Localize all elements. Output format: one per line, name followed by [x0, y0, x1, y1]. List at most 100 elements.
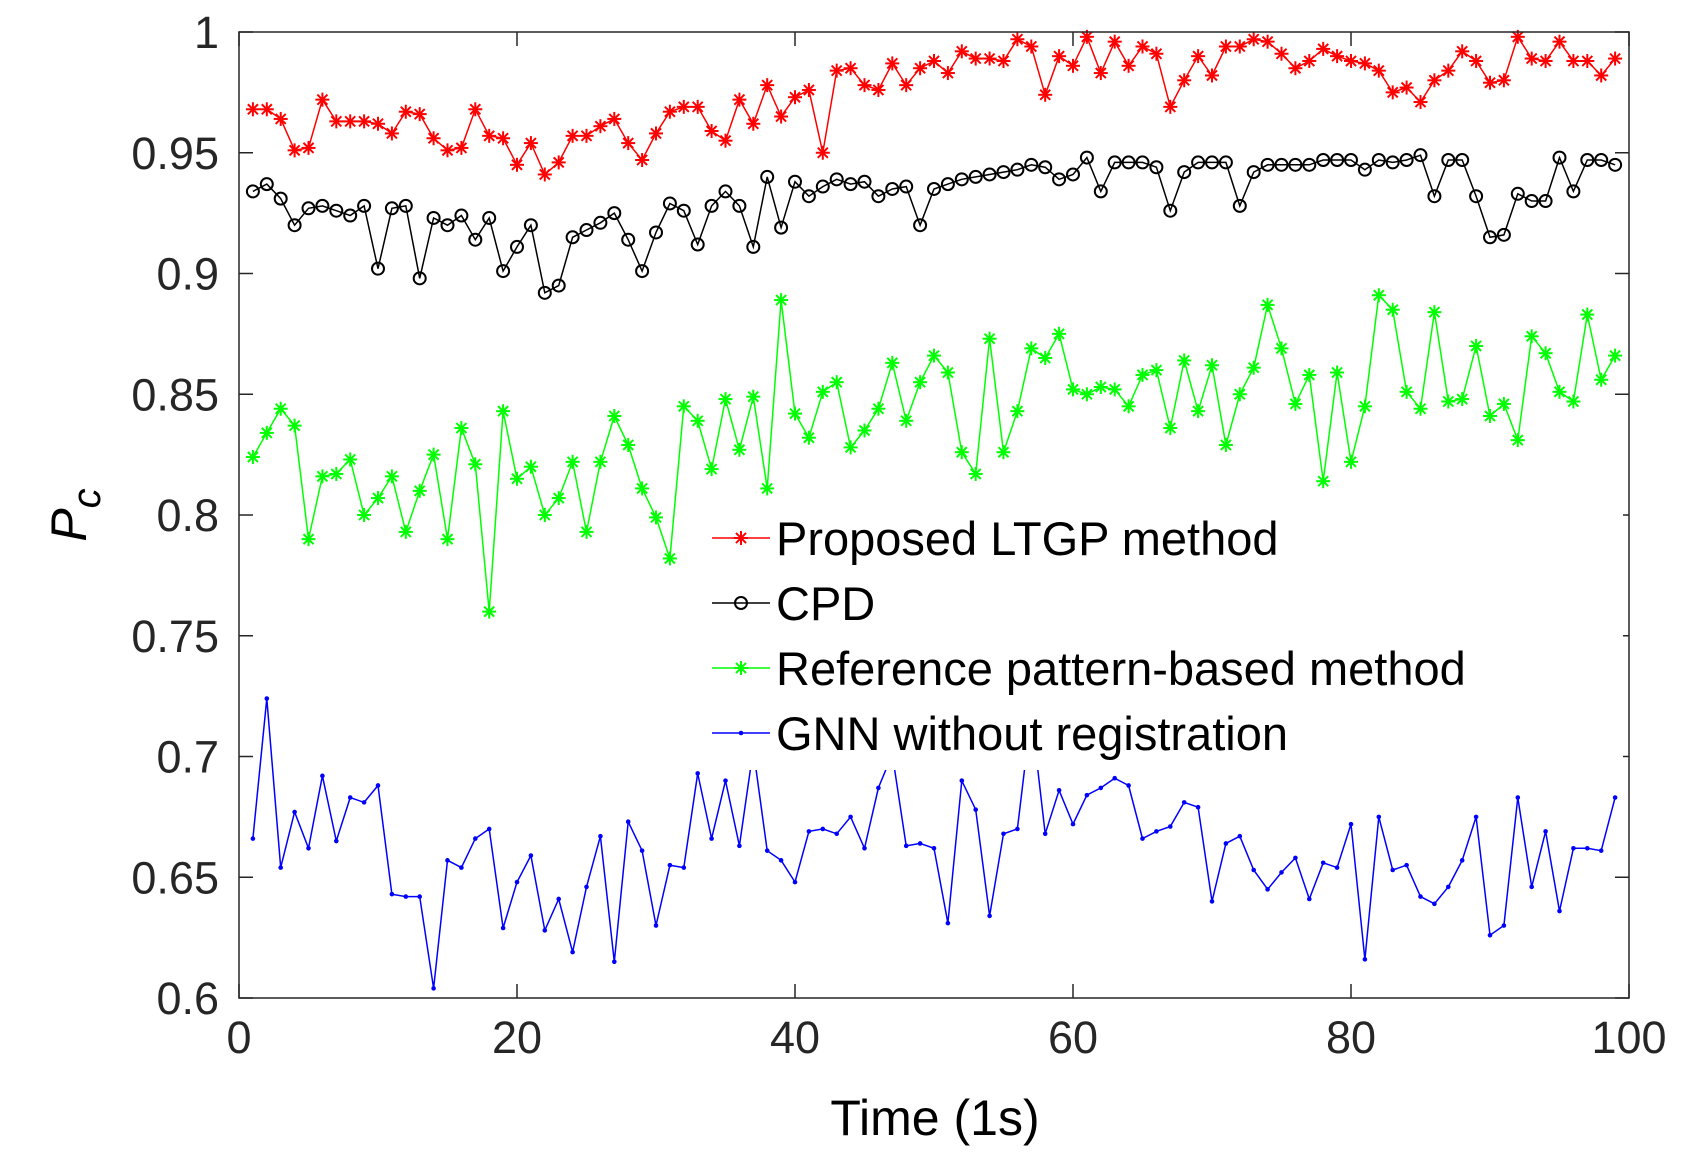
data-point: [1399, 152, 1414, 167]
data-point: [1265, 887, 1270, 892]
data-point: [1010, 162, 1025, 177]
data-point: [1404, 862, 1409, 868]
data-point: [1413, 148, 1428, 163]
data-point: [245, 450, 260, 465]
data-point: [885, 56, 900, 71]
data-point: [1195, 804, 1201, 810]
data-point: [514, 879, 520, 885]
data-point: [982, 51, 997, 66]
y-tick-label: 0.75: [131, 611, 219, 662]
data-point: [788, 406, 802, 421]
data-point: [593, 215, 608, 230]
data-point: [829, 172, 844, 187]
data-point: [1330, 365, 1345, 380]
data-point: [1427, 73, 1442, 88]
data-point: [329, 203, 344, 218]
data-point: [1566, 394, 1581, 409]
data-point: [1251, 867, 1256, 873]
data-point: [1357, 56, 1372, 71]
data-point: [1177, 353, 1192, 368]
data-point: [1371, 152, 1386, 167]
data-point: [537, 285, 552, 300]
data-point: [259, 177, 274, 192]
data-point: [1608, 348, 1623, 363]
data-point: [843, 440, 858, 455]
data-point: [1580, 152, 1595, 167]
data-point: [565, 128, 580, 143]
data-point: [454, 140, 469, 155]
data-point: [732, 92, 747, 107]
data-point: [398, 104, 413, 119]
data-point: [1580, 307, 1595, 322]
data-point: [384, 201, 399, 216]
data-point: [1571, 845, 1576, 851]
data-point: [834, 831, 839, 837]
data-point: [1385, 155, 1400, 170]
data-point: [468, 102, 483, 117]
data-point: [1010, 404, 1025, 419]
legend-item: GNN without registration: [712, 707, 1288, 760]
data-point: [579, 223, 594, 238]
data-point: [737, 843, 742, 849]
data-point: [1543, 829, 1548, 834]
data-point: [662, 104, 677, 119]
data-point: [1399, 384, 1414, 399]
data-point: [1246, 165, 1261, 180]
data-point: [565, 230, 580, 245]
data-point: [1413, 95, 1428, 110]
data-point: [334, 838, 339, 844]
series-2: [245, 288, 1623, 619]
data-point: [1232, 198, 1247, 213]
data-point: [384, 126, 399, 141]
data-point: [1598, 848, 1604, 853]
data-point: [1473, 814, 1479, 820]
data-point: [676, 99, 691, 114]
data-point: [343, 452, 358, 467]
data-point: [1357, 162, 1372, 177]
data-point: [320, 773, 325, 779]
y-axis-label-main: P: [41, 508, 97, 542]
svg-text:Pc: Pc: [41, 488, 109, 541]
data-point: [245, 102, 260, 117]
data-point: [927, 348, 941, 363]
data-point: [417, 894, 423, 899]
x-tick-label: 100: [1591, 1012, 1666, 1063]
data-point: [1279, 870, 1284, 875]
x-tick-label: 40: [770, 1012, 820, 1063]
data-point: [537, 167, 552, 182]
data-point: [1246, 32, 1261, 47]
data-point: [982, 331, 997, 346]
data-point: [389, 891, 395, 897]
series-line: [252, 154, 1616, 294]
data-point: [1399, 80, 1414, 95]
data-point: [1334, 865, 1340, 870]
data-point: [556, 896, 561, 902]
data-point: [440, 143, 455, 158]
data-point: [343, 114, 358, 129]
data-point: [1274, 341, 1289, 356]
data-point: [579, 524, 594, 539]
data-point: [357, 508, 372, 522]
data-point: [788, 90, 802, 105]
y-tick-label: 0.85: [131, 369, 219, 420]
data-point: [1316, 152, 1331, 167]
data-point: [820, 826, 826, 832]
data-point: [454, 421, 469, 436]
data-point: [676, 203, 691, 218]
data-point: [454, 208, 469, 223]
data-point: [426, 210, 441, 225]
data-point: [1594, 68, 1609, 83]
data-point: [913, 375, 928, 390]
data-point: [1260, 297, 1275, 312]
data-point: [681, 865, 687, 870]
data-point: [584, 884, 589, 890]
x-axis-ticks: 0 20 40 60 80 100: [226, 32, 1667, 1063]
data-point: [635, 152, 650, 167]
data-point: [1608, 157, 1623, 172]
y-tick-label: 1: [194, 7, 219, 58]
data-point: [857, 78, 872, 93]
data-point: [927, 181, 941, 196]
data-point: [940, 66, 955, 81]
data-point: [1288, 396, 1303, 411]
data-point: [510, 471, 524, 486]
